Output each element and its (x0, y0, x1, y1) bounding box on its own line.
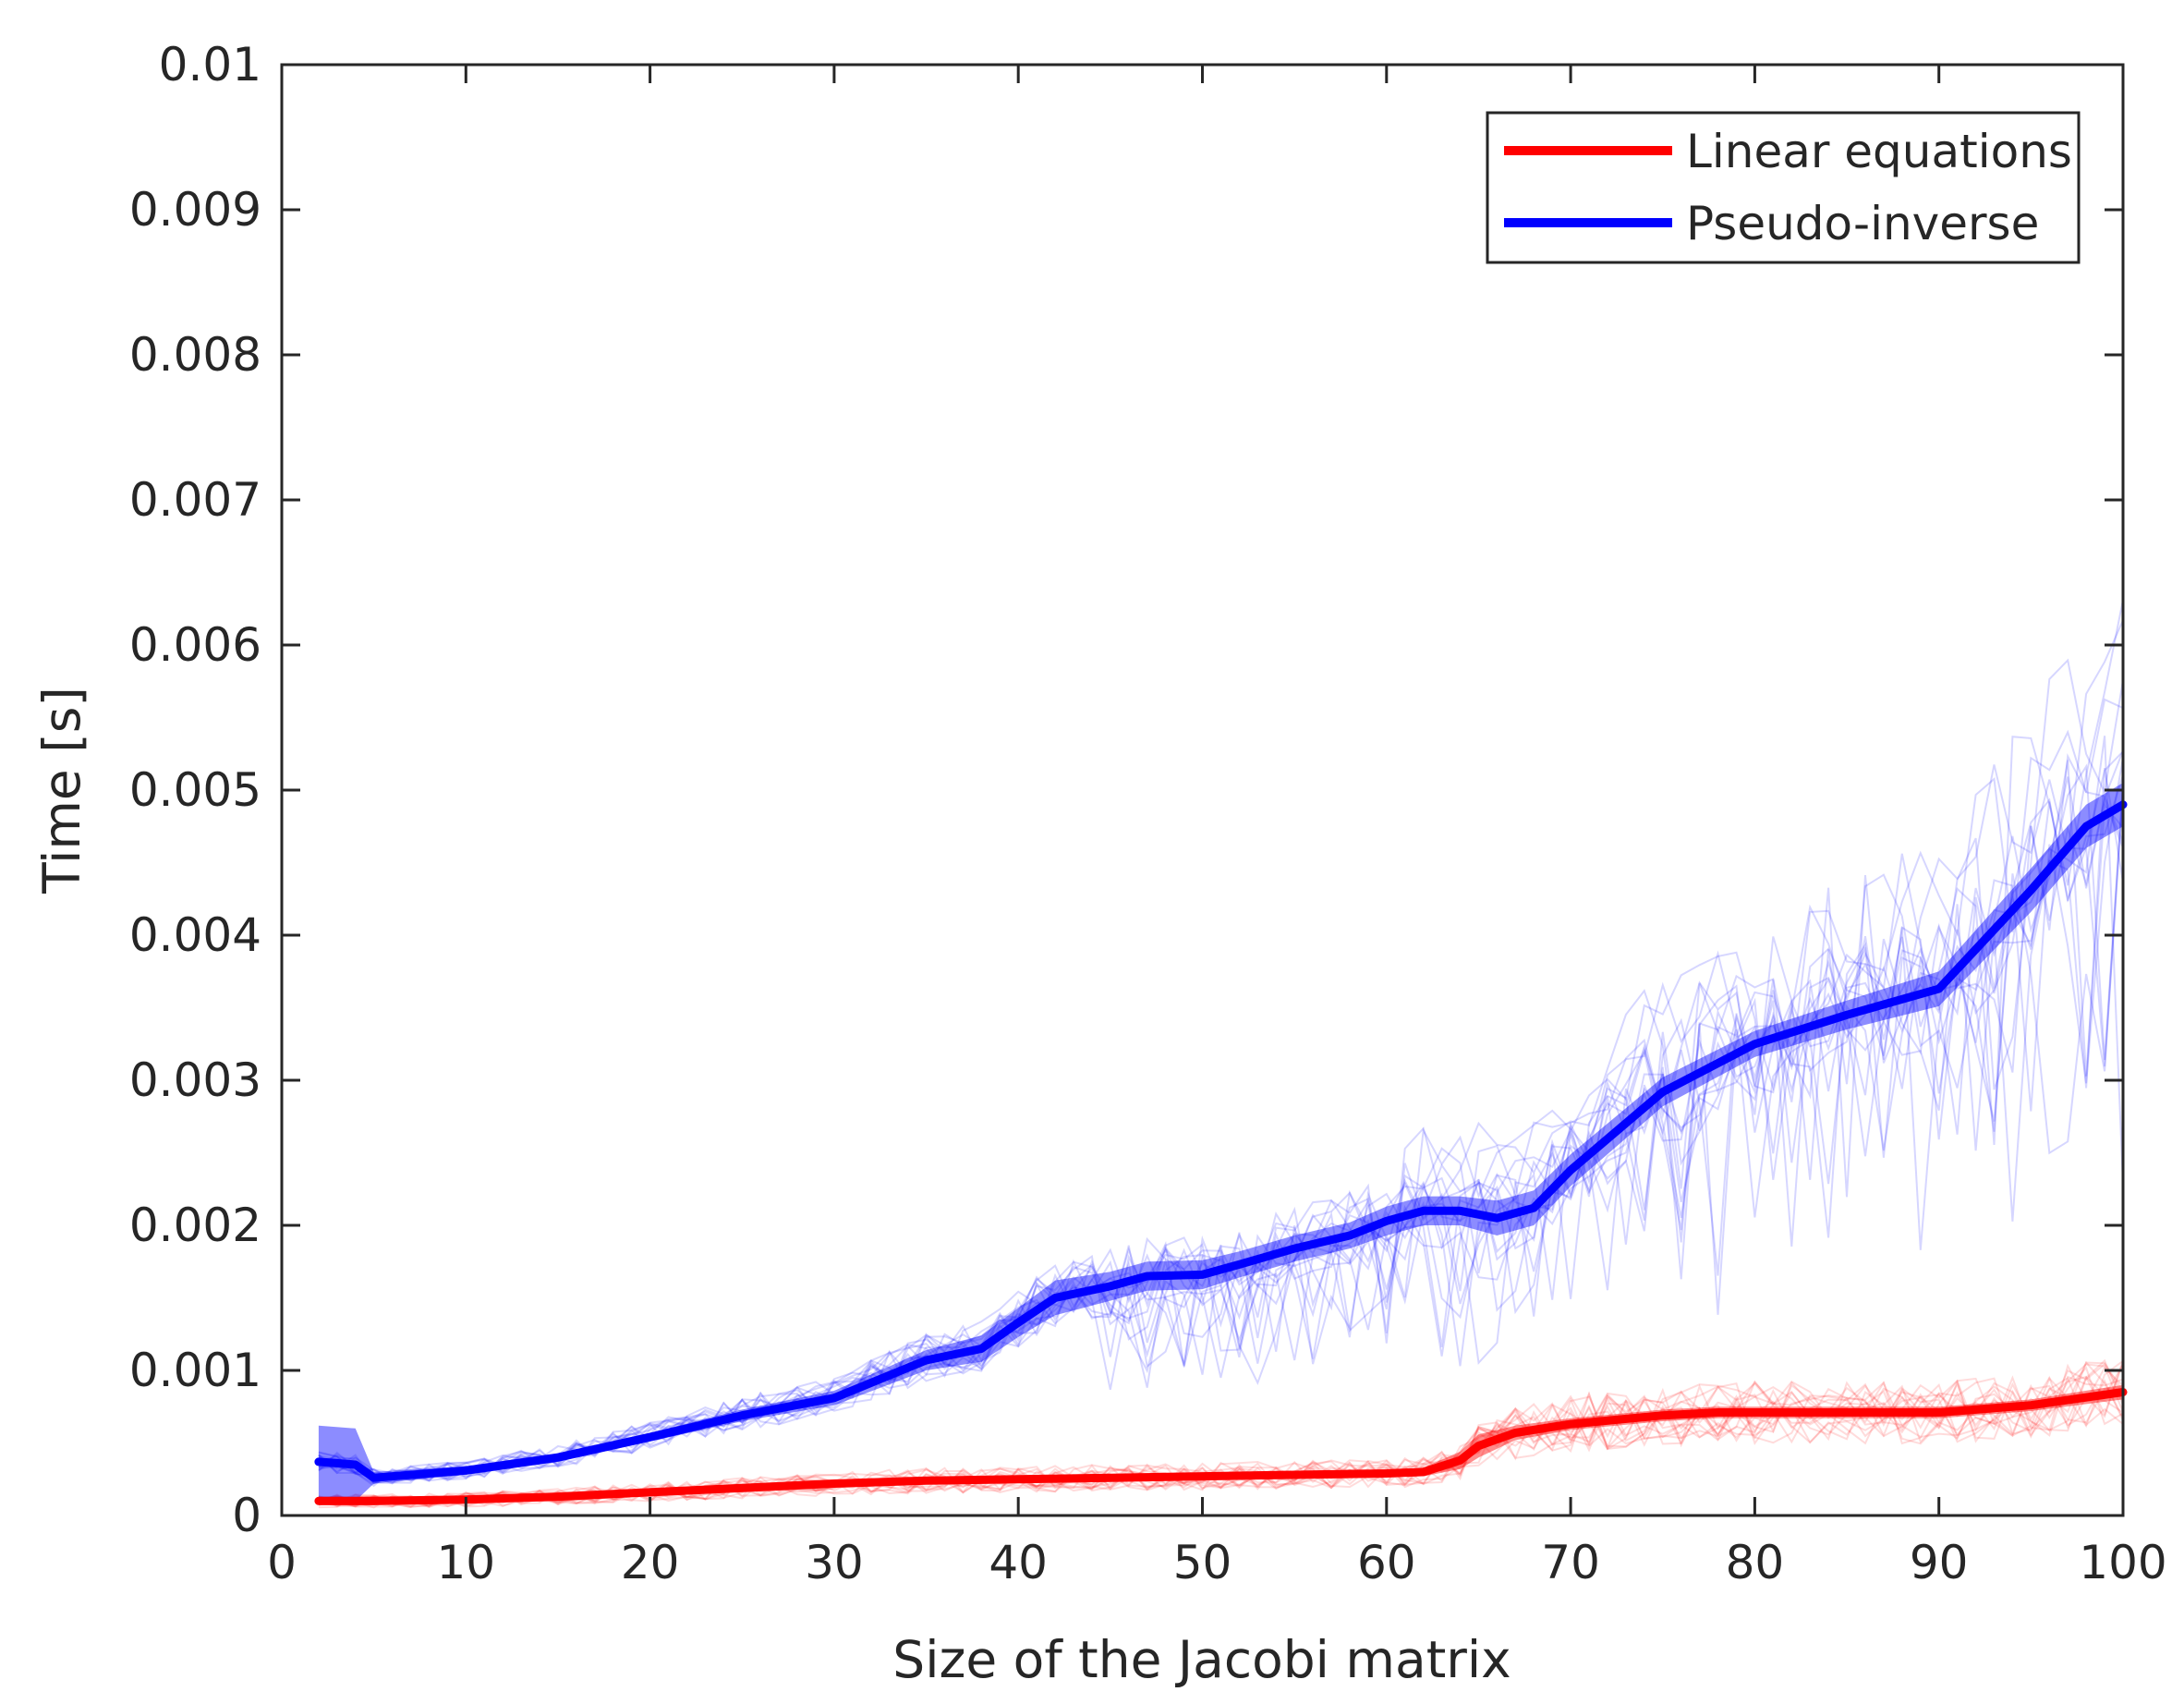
x-tick-label: 80 (1726, 1536, 1785, 1589)
y-tick-label: 0.007 (129, 473, 261, 527)
legend-label-linear-equations: Linear equations (1686, 125, 2072, 178)
pseudo-inverse-sample-run (318, 763, 2124, 1481)
y-tick-label: 0.001 (129, 1344, 261, 1397)
x-tick-label: 0 (267, 1536, 297, 1589)
y-tick-label: 0.003 (129, 1053, 261, 1107)
x-tick-label: 60 (1357, 1536, 1416, 1589)
linear-equations-sample-run (318, 1360, 2124, 1508)
series-lines (314, 800, 2128, 1505)
x-tick-label: 10 (436, 1536, 495, 1589)
x-axis-title: Size of the Jacobi matrix (892, 1630, 1511, 1689)
y-tick-label: 0 (232, 1489, 261, 1542)
x-tick-label: 50 (1173, 1536, 1232, 1589)
pseudo-inverse-sample-run (318, 783, 2124, 1482)
legend-label-pseudo-inverse: Pseudo-inverse (1686, 197, 2039, 250)
x-tick-label: 40 (989, 1536, 1048, 1589)
x-tick-label: 20 (621, 1536, 680, 1589)
pseudo-inverse-sample-run (318, 749, 2124, 1485)
y-tick-label: 0.006 (129, 618, 261, 672)
pseudo-inverse-sample-run (318, 791, 2124, 1479)
x-tick-label: 70 (1541, 1536, 1600, 1589)
x-tick-label: 90 (1910, 1536, 1969, 1589)
pseudo-inverse-sample-run (318, 774, 2124, 1485)
y-tick-label: 0.004 (129, 908, 261, 962)
y-tick-label: 0.008 (129, 328, 261, 382)
linear-equations-sample-run (318, 1366, 2124, 1507)
legend-box (1486, 111, 2081, 264)
pseudo-inverse-line (314, 800, 2128, 1482)
pseudo-inverse-sample-run (318, 619, 2124, 1484)
pseudo-inverse-sample-run (318, 658, 2124, 1484)
x-tick-label: 100 (2079, 1536, 2166, 1589)
pseudo-inverse-sample-run (318, 752, 2124, 1482)
confidence-bands (318, 783, 2123, 1505)
x-tick-label: 30 (805, 1536, 864, 1589)
y-tick-label: 0.002 (129, 1199, 261, 1252)
sample-runs (318, 599, 2124, 1509)
y-tick-label: 0.009 (129, 183, 261, 237)
y-axis-title: Time [s] (32, 687, 91, 895)
y-tick-label: 0.005 (129, 763, 261, 817)
y-tick-label: 0.01 (159, 38, 261, 91)
pseudo-inverse-sample-run (318, 758, 2124, 1479)
pseudo-inverse-sample-run (318, 776, 2124, 1482)
pseudo-inverse-sample-run (318, 767, 2124, 1485)
legend: Linear equations Pseudo-inverse (1486, 111, 2081, 264)
linear-equations-line (314, 1388, 2128, 1505)
axis-ticks (280, 63, 2125, 1517)
linear-equations-sample-run (318, 1377, 2124, 1508)
tick-labels: 0 10 20 30 40 50 60 70 80 90 100 0 0.001 0.002 0.003 0.… (129, 38, 2167, 1589)
